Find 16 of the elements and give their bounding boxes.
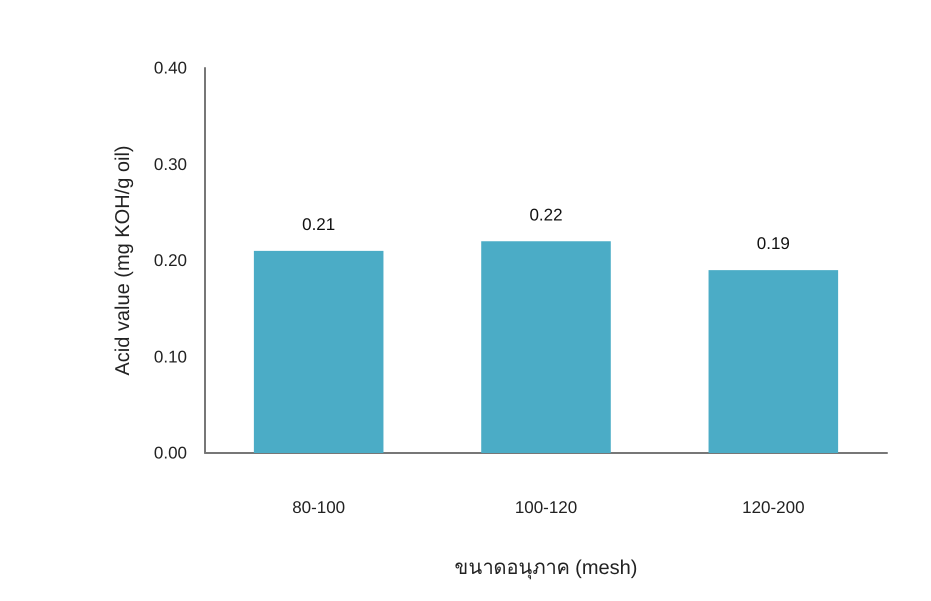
bar — [481, 241, 611, 453]
y-tick-label: 0.20 — [154, 251, 187, 270]
y-tick-label: 0.40 — [154, 58, 187, 78]
x-axis-title: ขนาดอนุภาค (mesh) — [454, 557, 638, 580]
x-tick-label: 80-100 — [292, 498, 346, 517]
data-label: 0.22 — [529, 205, 563, 224]
y-tick-label: 0.30 — [154, 154, 187, 174]
y-tick-label: 0.00 — [154, 444, 187, 462]
bar — [708, 270, 838, 453]
bar — [254, 250, 384, 453]
x-tick-label: 100-120 — [514, 498, 578, 517]
x-tick-label: 120-200 — [742, 498, 805, 517]
y-tick-label: 0.10 — [154, 347, 187, 366]
y-axis-title: Acid value (mg KOH/g oil) — [112, 145, 134, 376]
data-label: 0.21 — [302, 214, 336, 234]
data-label: 0.19 — [756, 234, 790, 254]
